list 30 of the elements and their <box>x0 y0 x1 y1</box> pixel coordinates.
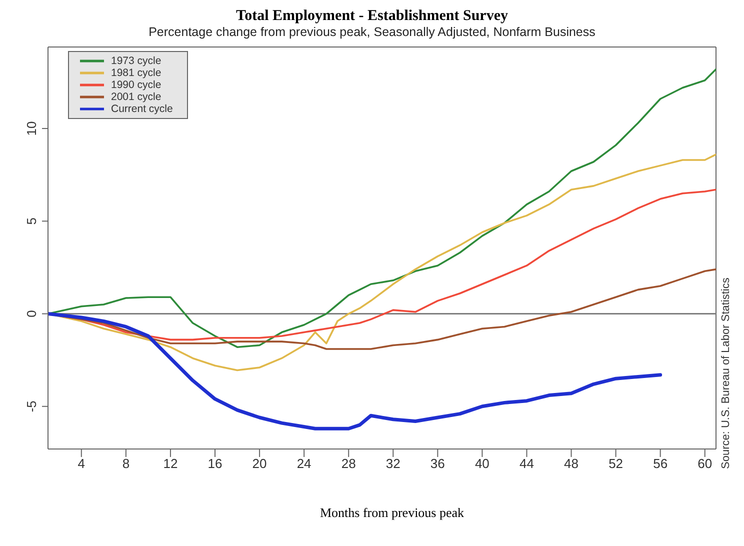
x-tick-label: 20 <box>252 456 267 472</box>
line-series <box>48 68 716 348</box>
x-tick-label: 24 <box>296 456 312 472</box>
legend-label: Current cycle <box>111 103 173 115</box>
source-note: Source: U.S. Bureau of Labor Statistics <box>720 278 732 469</box>
legend-label: 1990 cycle <box>111 79 162 91</box>
x-tick-label: 28 <box>341 456 356 472</box>
chart-subtitle: Percentage change from previous peak, Seasonally Adjusted, Nonfarm Business <box>148 25 596 39</box>
y-tick-label: 10 <box>24 121 39 136</box>
x-tick-label: 12 <box>163 456 178 472</box>
x-tick-label: 40 <box>474 456 490 472</box>
legend-label: 1981 cycle <box>111 67 162 79</box>
y-tick-label: 5 <box>24 218 39 225</box>
x-tick-label: 32 <box>386 456 400 472</box>
x-tick-label: 8 <box>122 456 130 472</box>
x-tick-label: 44 <box>520 456 534 472</box>
x-tick-label: 36 <box>430 456 445 472</box>
x-tick-label: 60 <box>698 456 712 472</box>
y-tick-label: -5 <box>24 400 39 412</box>
legend-label: 1973 cycle <box>111 55 162 67</box>
x-tick-label: 56 <box>653 456 668 472</box>
y-tick-label: 0 <box>24 310 39 318</box>
x-tick-label: 16 <box>208 456 222 472</box>
chart-title: Total Employment - Establishment Survey <box>235 8 509 25</box>
line-series <box>48 312 662 430</box>
x-tick-label: 4 <box>78 456 86 472</box>
x-tick-label: 52 <box>608 456 624 472</box>
x-tick-label: 48 <box>564 456 578 472</box>
x-axis-title: Months from previous peak <box>318 505 466 521</box>
legend-label: 2001 cycle <box>111 91 162 103</box>
